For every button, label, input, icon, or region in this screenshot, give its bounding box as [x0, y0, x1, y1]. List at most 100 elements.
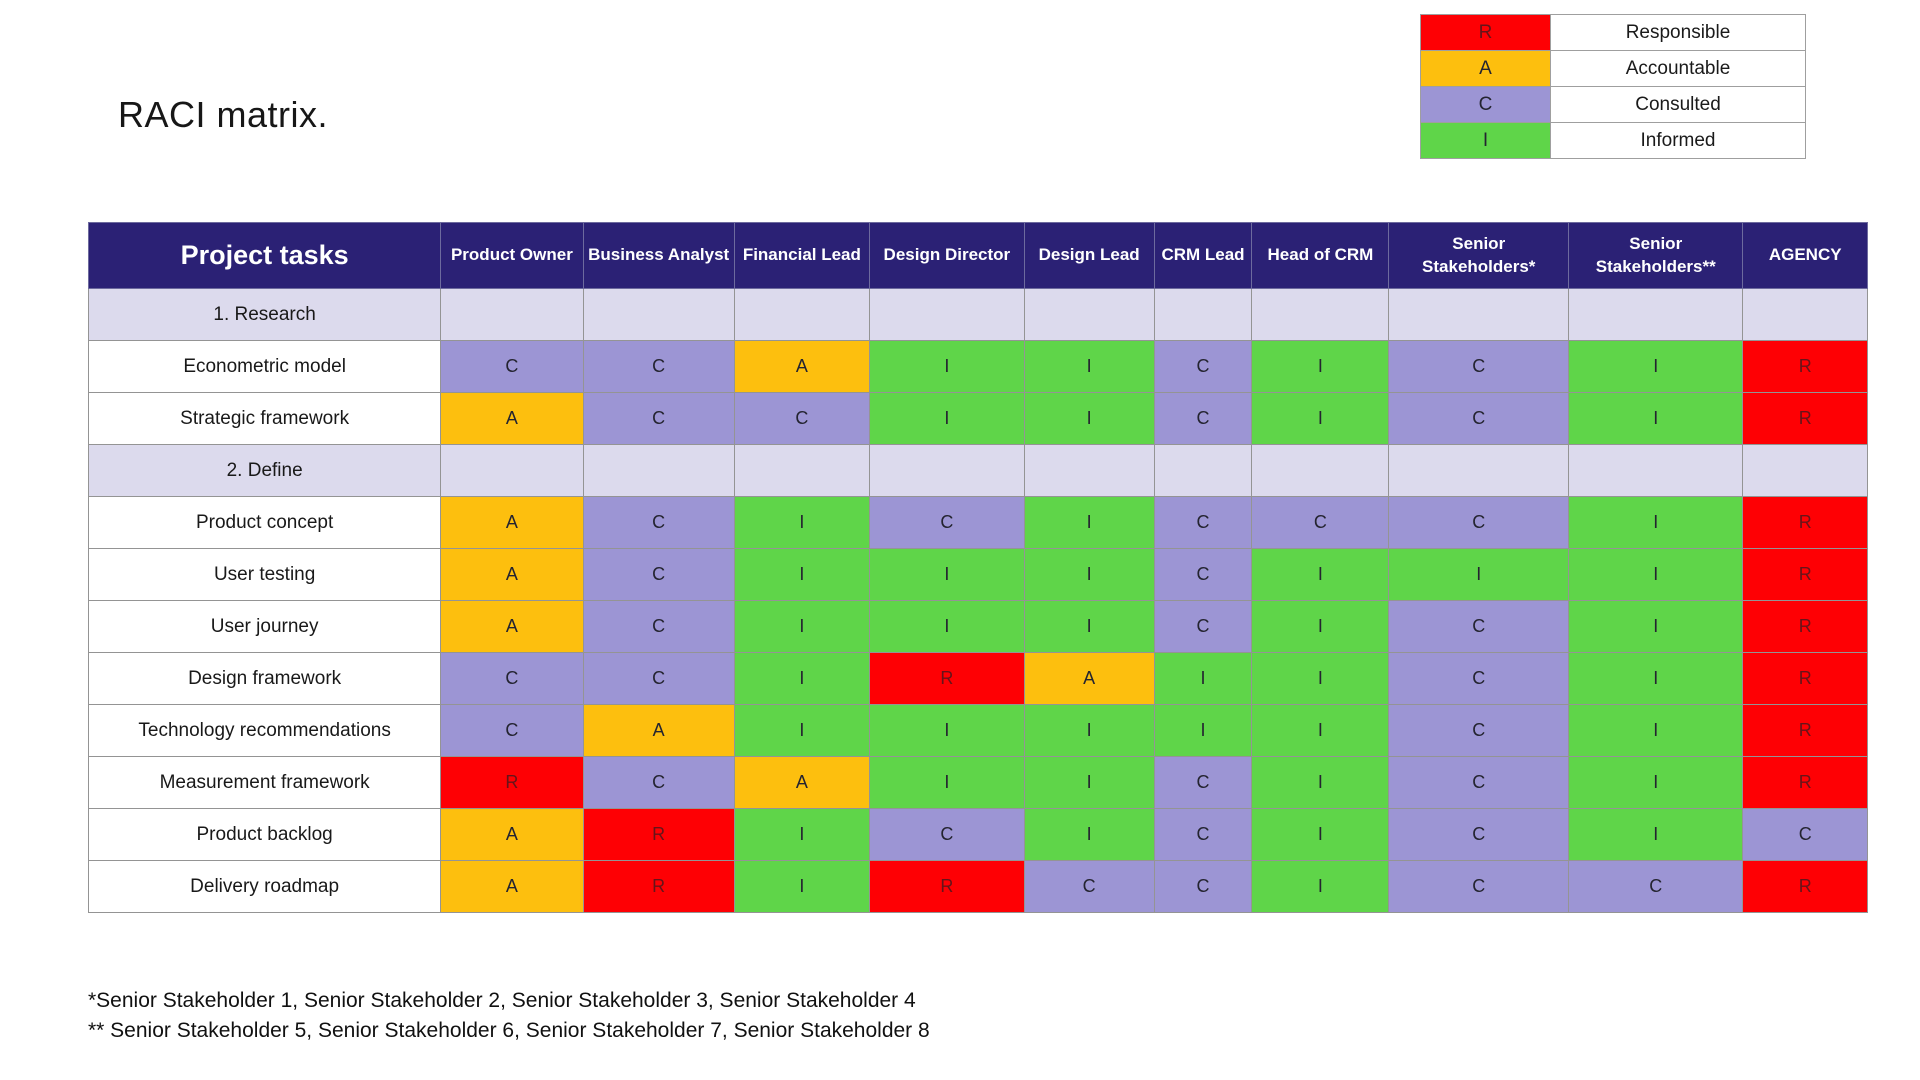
task-label: Product backlog — [87, 808, 442, 861]
raci-cell-a: A — [733, 340, 870, 393]
raci-cell-empty — [1568, 444, 1744, 497]
column-header: Head of CRM — [1251, 222, 1390, 289]
section-row: 2. Define — [87, 444, 1868, 497]
raci-cell-c: C — [868, 496, 1025, 549]
raci-cell-c: C — [582, 600, 735, 653]
raci-cell-empty — [733, 444, 870, 497]
raci-cell-i: I — [1023, 704, 1155, 757]
task-row: Technology recommendations C A I I I I I C I R — [87, 704, 1868, 757]
legend-row: I Informed — [1420, 122, 1806, 159]
raci-cell-c: C — [733, 392, 870, 445]
raci-cell-c: C — [582, 496, 735, 549]
raci-cell-a: A — [440, 860, 584, 913]
raci-cell-r: R — [1742, 496, 1868, 549]
column-header: AGENCY — [1742, 222, 1868, 289]
raci-cell-c: C — [440, 340, 584, 393]
raci-cell-r: R — [1742, 652, 1868, 705]
footnote-stakeholders-2: ** Senior Stakeholder 5, Senior Stakehol… — [88, 1019, 930, 1042]
raci-cell-i: I — [1251, 652, 1390, 705]
task-label: Econometric model — [87, 340, 442, 393]
raci-cell-empty — [1568, 288, 1744, 341]
raci-cell-empty — [1153, 444, 1253, 497]
raci-cell-empty — [1742, 288, 1868, 341]
section-label: 2. Define — [87, 444, 442, 497]
raci-cell-i: I — [1023, 600, 1155, 653]
raci-cell-c: C — [1153, 340, 1253, 393]
raci-cell-i: I — [1023, 392, 1155, 445]
raci-cell-c: C — [1388, 652, 1570, 705]
raci-cell-r: R — [1742, 392, 1868, 445]
task-label: Delivery roadmap — [87, 860, 442, 913]
legend-label: Responsible — [1550, 14, 1806, 51]
raci-table: Project tasks Product Owner Business Analy… — [87, 222, 1868, 913]
task-row: User journey A C I I I C I C I R — [87, 600, 1868, 653]
raci-cell-i: I — [733, 704, 870, 757]
raci-cell-i: I — [733, 600, 870, 653]
task-label: Product concept — [87, 496, 442, 549]
raci-cell-c: C — [582, 652, 735, 705]
raci-cell-i: I — [733, 652, 870, 705]
column-header: Senior Stakeholders** — [1568, 222, 1744, 289]
raci-cell-r: R — [868, 860, 1025, 913]
raci-cell-a: A — [440, 548, 584, 601]
raci-cell-c: C — [582, 392, 735, 445]
column-header-project-tasks: Project tasks — [87, 222, 442, 289]
legend-body: R Responsible A Accountable C Consulted I Infor… — [1420, 14, 1806, 159]
raci-cell-i: I — [1251, 392, 1390, 445]
raci-cell-c: C — [1153, 496, 1253, 549]
legend-label: Informed — [1550, 122, 1806, 159]
raci-cell-empty — [582, 444, 735, 497]
raci-cell-r: R — [582, 808, 735, 861]
column-header: Senior Stakeholders* — [1388, 222, 1570, 289]
raci-cell-empty — [440, 444, 584, 497]
column-header: Design Lead — [1023, 222, 1155, 289]
raci-cell-r: R — [1742, 704, 1868, 757]
task-label: Design framework — [87, 652, 442, 705]
footnote-stakeholders-1: *Senior Stakeholder 1, Senior Stakeholde… — [88, 989, 916, 1012]
raci-cell-i: I — [868, 340, 1025, 393]
raci-cell-c: C — [1388, 704, 1570, 757]
raci-cell-i: I — [1023, 496, 1155, 549]
raci-cell-a: A — [440, 808, 584, 861]
raci-cell-c: C — [440, 652, 584, 705]
raci-cell-c: C — [1388, 600, 1570, 653]
raci-cell-a: A — [582, 704, 735, 757]
raci-cell-a: A — [440, 496, 584, 549]
task-row: Design framework C C I R A I I C I R — [87, 652, 1868, 705]
raci-cell-c: C — [1388, 340, 1570, 393]
raci-cell-i: I — [1568, 340, 1744, 393]
raci-cell-empty — [868, 444, 1025, 497]
raci-cell-empty — [1023, 288, 1155, 341]
raci-cell-c: C — [868, 808, 1025, 861]
raci-cell-a: A — [1023, 652, 1155, 705]
raci-cell-c: C — [1153, 392, 1253, 445]
legend-row: C Consulted — [1420, 86, 1806, 123]
section-row: 1. Research — [87, 288, 1868, 341]
task-label: Strategic framework — [87, 392, 442, 445]
raci-cell-i: I — [868, 704, 1025, 757]
raci-cell-c: C — [1153, 548, 1253, 601]
raci-cell-r: R — [440, 756, 584, 809]
task-row: Econometric model C C A I I C I C I R — [87, 340, 1868, 393]
raci-cell-i: I — [1568, 600, 1744, 653]
raci-cell-c: C — [1388, 756, 1570, 809]
task-row: Product backlog A R I C I C I C I C — [87, 808, 1868, 861]
raci-cell-c: C — [1023, 860, 1155, 913]
raci-cell-c: C — [1153, 860, 1253, 913]
raci-cell-empty — [868, 288, 1025, 341]
raci-cell-i: I — [1251, 756, 1390, 809]
raci-cell-i: I — [1568, 704, 1744, 757]
task-label: User testing — [87, 548, 442, 601]
raci-cell-r: R — [1742, 548, 1868, 601]
task-row: Measurement framework R C A I I C I C I R — [87, 756, 1868, 809]
raci-cell-c: C — [1388, 860, 1570, 913]
raci-cell-r: R — [1742, 600, 1868, 653]
raci-cell-i: I — [1023, 756, 1155, 809]
raci-cell-empty — [1388, 444, 1570, 497]
raci-cell-i: I — [1568, 548, 1744, 601]
raci-cell-i: I — [733, 808, 870, 861]
task-row: User testing A C I I I C I I I R — [87, 548, 1868, 601]
raci-cell-empty — [1251, 288, 1390, 341]
raci-cell-i: I — [1568, 652, 1744, 705]
raci-cell-i: I — [1568, 496, 1744, 549]
